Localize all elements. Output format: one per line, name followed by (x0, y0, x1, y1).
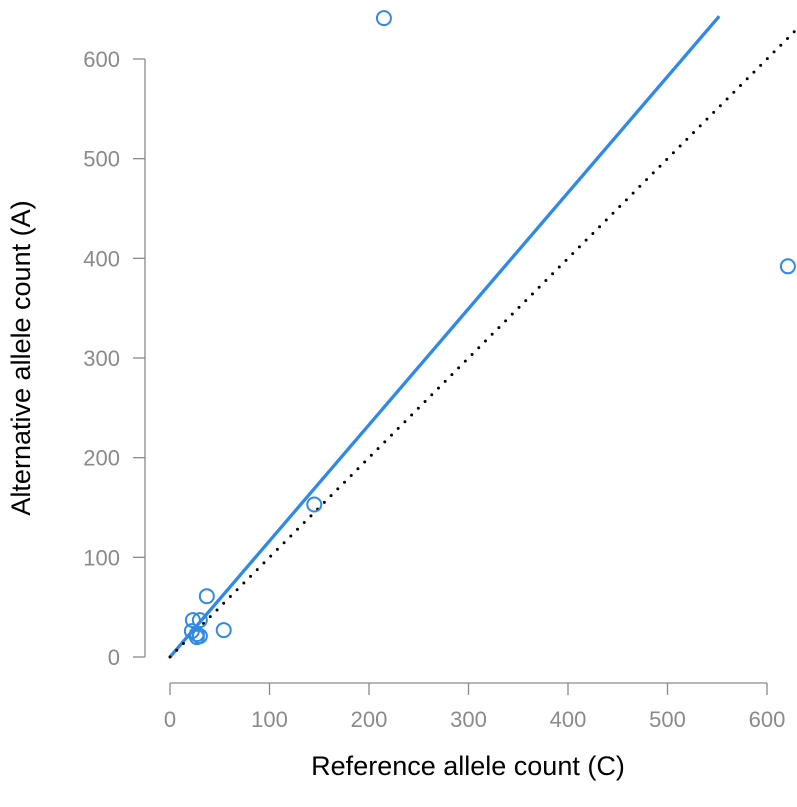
data-point (779, 258, 796, 275)
trend-lines (168, 15, 797, 659)
y-tick-label: 600 (83, 47, 120, 72)
y-tick-label: 300 (83, 346, 120, 371)
y-tick-label: 200 (83, 446, 120, 471)
x-tick-label: 600 (749, 707, 786, 732)
y-tick-label: 500 (83, 147, 120, 172)
y-axis-title: Alternative allele count (A) (6, 200, 36, 515)
x-tick-label: 400 (550, 707, 587, 732)
y-tick-label: 100 (83, 545, 120, 570)
x-tick-label: 500 (649, 707, 686, 732)
x-axis: 0 100 200 300 400 500 600 (164, 682, 786, 732)
y-tick-label: 400 (83, 246, 120, 271)
x-tick-label: 300 (450, 707, 487, 732)
x-tick-label: 200 (351, 707, 388, 732)
y-axis: 0 100 200 300 400 500 600 (83, 47, 146, 670)
data-points (183, 10, 796, 646)
data-point (306, 496, 323, 513)
x-tick-label: 100 (251, 707, 288, 732)
x-axis-title: Reference allele count (C) (311, 751, 625, 781)
x-tick-label: 0 (164, 707, 176, 732)
identity-line (168, 27, 797, 659)
y-tick-label: 0 (108, 645, 120, 670)
fit-line (168, 15, 721, 659)
data-point (184, 612, 201, 629)
data-point (375, 10, 392, 27)
data-point (215, 622, 232, 639)
data-point (198, 588, 215, 605)
data-point (188, 629, 205, 646)
